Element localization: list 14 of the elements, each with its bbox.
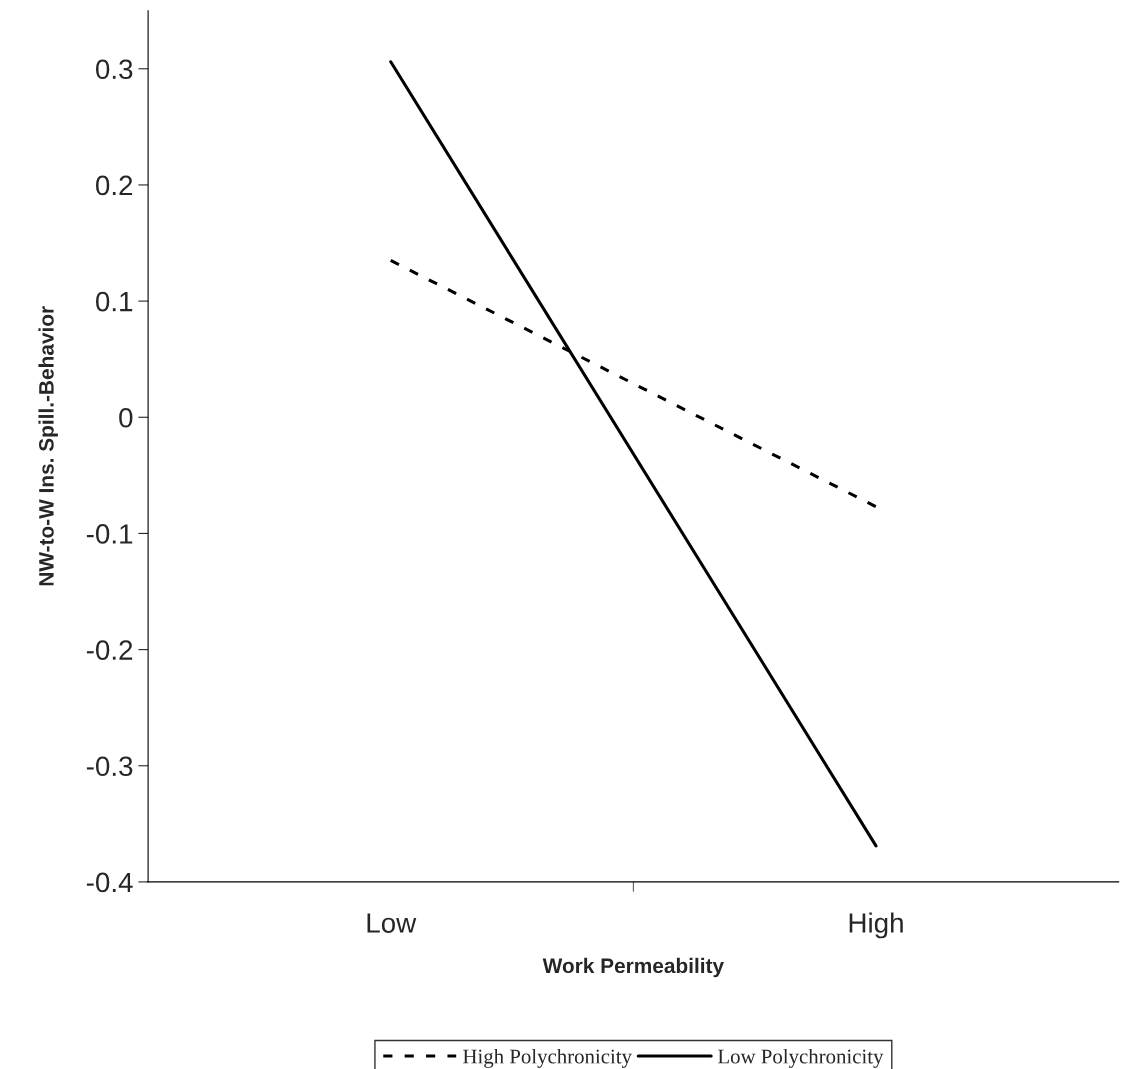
y-tick-label: -0.4 (86, 872, 133, 893)
y-tick-label: 0.2 (95, 175, 133, 196)
y-tick-label: 0.1 (95, 291, 133, 312)
y-tick-label: 0 (119, 407, 133, 428)
x-tick-label: High (849, 912, 903, 939)
y-tick-label: -0.1 (86, 524, 133, 544)
legend-label: High Polychronicity (463, 1048, 632, 1068)
legend-label: Low Polychronicity (718, 1048, 884, 1068)
y-tick-label: 0.3 (95, 59, 133, 80)
x-tick-label: Low (367, 913, 417, 933)
y-tick-label: -0.2 (86, 640, 133, 660)
y-axis-title: NW-to-W Ins. Spill.-Behavior (38, 306, 58, 586)
y-tick-label: -0.3 (86, 756, 133, 777)
x-axis-title: Work Permeability (542, 957, 724, 978)
